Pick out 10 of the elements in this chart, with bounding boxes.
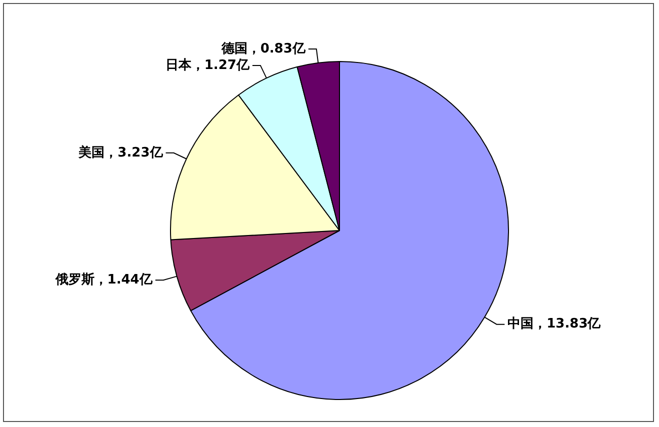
data-label: ，1.44亿 (94, 272, 154, 288)
slice-label: 俄罗斯 (54, 272, 94, 288)
data-label: ，3.23亿 (104, 145, 164, 160)
slice-label: 日本 (165, 58, 192, 73)
data-label: ，13.83亿 (534, 316, 602, 332)
data-label: ，1.27亿 (191, 58, 250, 73)
data-label: ，0.83亿 (247, 41, 306, 56)
slice-label: 美国 (78, 144, 105, 160)
slice-label: 德国 (220, 41, 248, 56)
slice-label: 中国 (508, 316, 534, 332)
